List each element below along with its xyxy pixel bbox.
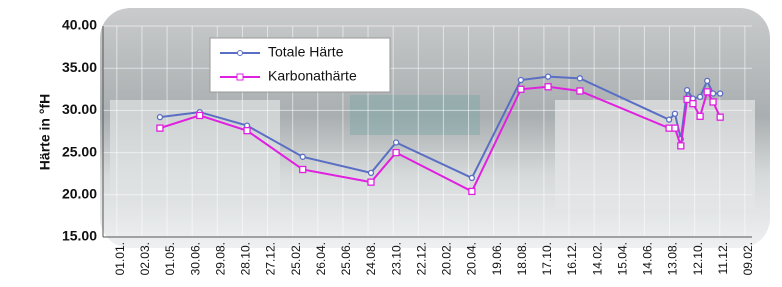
x-tick-label: 11.12. xyxy=(716,242,730,274)
x-tick-label: 18.08. xyxy=(515,242,529,275)
y-tick-label: 35.00 xyxy=(62,59,97,75)
x-tick-label: 27.12. xyxy=(264,242,278,275)
y-tick-label: 20.00 xyxy=(62,186,97,202)
point-marker xyxy=(545,84,551,90)
point-marker xyxy=(690,101,696,107)
point-marker xyxy=(697,113,703,119)
legend-marker xyxy=(238,51,243,56)
x-tick-label: 23.10. xyxy=(389,242,403,275)
chart: Härte in °fH 15.00 20.00 25.00 30.00 35.00 40… xyxy=(0,0,782,287)
x-tick-label: 02.03. xyxy=(138,242,152,275)
point-marker xyxy=(672,125,678,131)
point-marker xyxy=(393,150,399,156)
legend-label: Karbonathärte xyxy=(268,68,357,84)
point-marker xyxy=(685,88,690,93)
point-marker xyxy=(469,188,475,194)
y-tick-label: 30.00 xyxy=(62,101,97,117)
point-marker xyxy=(157,125,163,131)
x-tick-label: 01.05. xyxy=(163,242,177,275)
point-marker xyxy=(300,154,305,159)
point-marker xyxy=(711,91,716,96)
y-tick-label: 15.00 xyxy=(62,228,97,244)
point-marker xyxy=(368,179,374,185)
point-marker xyxy=(518,86,524,92)
x-tick-label: 29.08. xyxy=(213,242,227,275)
point-marker xyxy=(666,125,672,131)
point-marker xyxy=(717,114,723,120)
x-tick-label: 14.02. xyxy=(590,242,604,275)
x-tick-label: 25.06. xyxy=(339,242,353,275)
point-marker xyxy=(157,115,162,120)
point-marker xyxy=(300,166,306,172)
point-marker xyxy=(667,117,672,122)
point-marker xyxy=(698,94,703,99)
point-marker xyxy=(672,111,677,116)
x-tick-label: 28.10. xyxy=(239,242,253,275)
point-marker xyxy=(710,99,716,105)
x-tick-label: 20.02. xyxy=(440,242,454,275)
x-tick-label: 15.04. xyxy=(615,242,629,275)
photo-water xyxy=(350,95,480,135)
point-marker xyxy=(197,112,203,118)
point-marker xyxy=(368,170,373,175)
x-tick-label: 24.08. xyxy=(364,242,378,275)
point-marker xyxy=(244,128,250,134)
x-tick-label: 30.06. xyxy=(188,242,202,275)
point-marker xyxy=(546,74,551,79)
y-tick-label: 25.00 xyxy=(62,143,97,159)
y-tick-label: 40.00 xyxy=(62,17,97,33)
point-marker xyxy=(704,89,710,95)
point-marker xyxy=(684,96,690,102)
x-tick-label: 01.01. xyxy=(113,242,127,275)
x-tick-label: 19.06. xyxy=(490,242,504,275)
x-tick-label: 14.06. xyxy=(641,242,655,275)
point-marker xyxy=(577,88,583,94)
x-tick-label: 25.02. xyxy=(289,242,303,275)
photo-block xyxy=(110,100,280,200)
x-tick-label: 20.04. xyxy=(465,242,479,275)
point-marker xyxy=(394,140,399,145)
x-tick-label: 12.10. xyxy=(691,242,705,275)
x-tick-label: 09.02. xyxy=(741,242,755,275)
point-marker xyxy=(518,78,523,83)
legend-marker xyxy=(237,74,243,80)
point-marker xyxy=(705,78,710,83)
x-tick-label: 16.12. xyxy=(565,242,579,275)
point-marker xyxy=(469,175,474,180)
point-marker xyxy=(718,91,723,96)
photo-block xyxy=(555,100,755,210)
y-axis-label: Härte in °fH xyxy=(37,94,53,170)
x-tick-label: 22.12. xyxy=(414,242,428,275)
x-tick-label: 26.04. xyxy=(314,242,328,275)
x-tick-label: 13.08. xyxy=(666,242,680,275)
legend-label: Totale Härte xyxy=(268,44,344,60)
x-tick-label: 17.10. xyxy=(540,242,554,275)
point-marker xyxy=(678,143,684,149)
point-marker xyxy=(577,76,582,81)
